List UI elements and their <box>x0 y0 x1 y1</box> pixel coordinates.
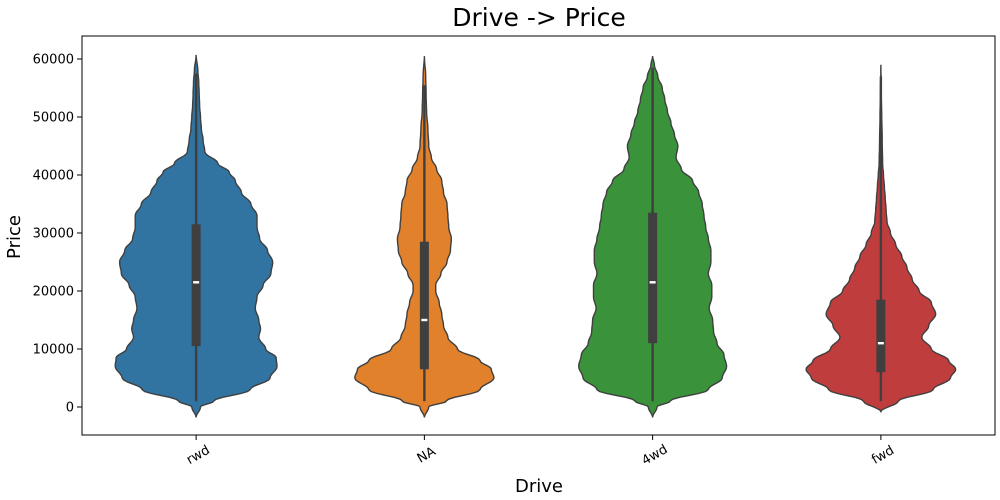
median-marker-4wd <box>649 281 656 284</box>
x-axis-label: Drive <box>515 476 563 497</box>
iqr-box-rwd <box>191 224 201 347</box>
y-tick-label: 40000 <box>33 169 74 184</box>
median-marker-NA <box>421 318 428 322</box>
median-marker-fwd <box>877 342 884 345</box>
axes-frame <box>81 35 996 436</box>
y-tick-label: 60000 <box>33 53 74 68</box>
y-tick-label: 20000 <box>33 285 74 300</box>
y-tick-label: 30000 <box>33 227 74 242</box>
y-tick-label: 10000 <box>33 343 74 358</box>
median-marker-rwd <box>193 281 200 284</box>
y-axis: 0 10000 20000 30000 40000 50000 60000 <box>33 53 82 416</box>
chart-title: Drive -> Price <box>452 3 626 32</box>
iqr-box-fwd <box>876 299 886 373</box>
y-tick-label: 50000 <box>33 111 74 126</box>
plot-area <box>114 54 957 418</box>
iqr-box-NA <box>419 241 429 370</box>
y-axis-label: Price <box>4 215 25 259</box>
y-tick-label: 0 <box>66 401 74 416</box>
iqr-box-4wd <box>648 212 658 344</box>
